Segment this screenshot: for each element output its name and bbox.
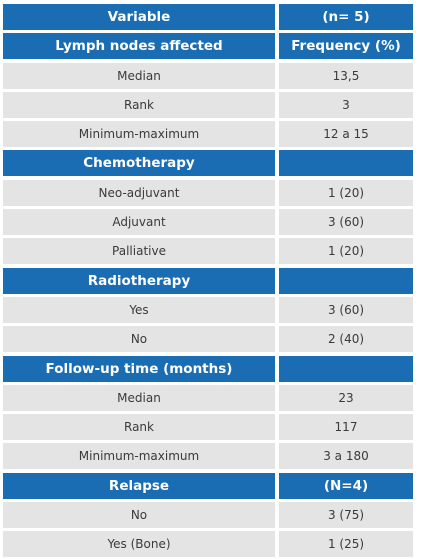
section-value: (N=4) [279, 472, 413, 499]
row-label: Yes [3, 296, 275, 323]
row-value: 1 (25) [279, 531, 413, 558]
section-title: Radiotherapy [3, 267, 275, 294]
row-label: No [3, 502, 275, 529]
row-label: Neo-adjuvant [3, 179, 275, 206]
section-value [279, 355, 413, 382]
row-value: 3 a 180 [279, 443, 413, 470]
row-value: 3 (75) [279, 502, 413, 529]
section-value [279, 267, 413, 294]
row-value: 3 (60) [279, 209, 413, 236]
data-table: Variable (n= 5) Lymph nodes affected Freque… [3, 4, 413, 558]
row-label: Median [3, 384, 275, 411]
row-label: Adjuvant [3, 209, 275, 236]
row-value: 117 [279, 414, 413, 441]
row-label: No [3, 326, 275, 353]
row-label: Median [3, 62, 275, 89]
section-title: Chemotherapy [3, 150, 275, 177]
row-label: Minimum-maximum [3, 443, 275, 470]
row-value: 23 [279, 384, 413, 411]
row-value: 1 (20) [279, 179, 413, 206]
row-value: 12 a 15 [279, 121, 413, 148]
header-cell: (n= 5) [279, 4, 413, 30]
section-value: Frequency (%) [279, 33, 413, 60]
section-title: Lymph nodes affected [3, 33, 275, 60]
row-label: Minimum-maximum [3, 121, 275, 148]
row-label: Rank [3, 91, 275, 118]
header-cell: Variable [3, 4, 275, 30]
row-value: 13,5 [279, 62, 413, 89]
row-label: Palliative [3, 238, 275, 265]
row-value: 3 (60) [279, 296, 413, 323]
section-title: Follow-up time (months) [3, 355, 275, 382]
section-value [279, 150, 413, 177]
row-value: 1 (20) [279, 238, 413, 265]
row-value: 2 (40) [279, 326, 413, 353]
row-label: Yes (Bone) [3, 531, 275, 558]
row-value: 3 [279, 91, 413, 118]
row-label: Rank [3, 414, 275, 441]
section-title: Relapse [3, 472, 275, 499]
